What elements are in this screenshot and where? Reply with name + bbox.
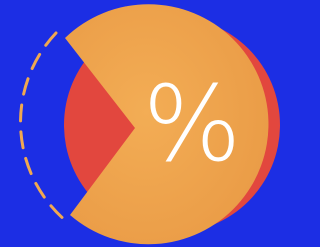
page: {"icon": {"symbol": "%"}} % (() => { con… (0, 0, 320, 247)
discount-icon: % (0, 0, 289, 247)
percent-symbol: % (143, 63, 242, 185)
